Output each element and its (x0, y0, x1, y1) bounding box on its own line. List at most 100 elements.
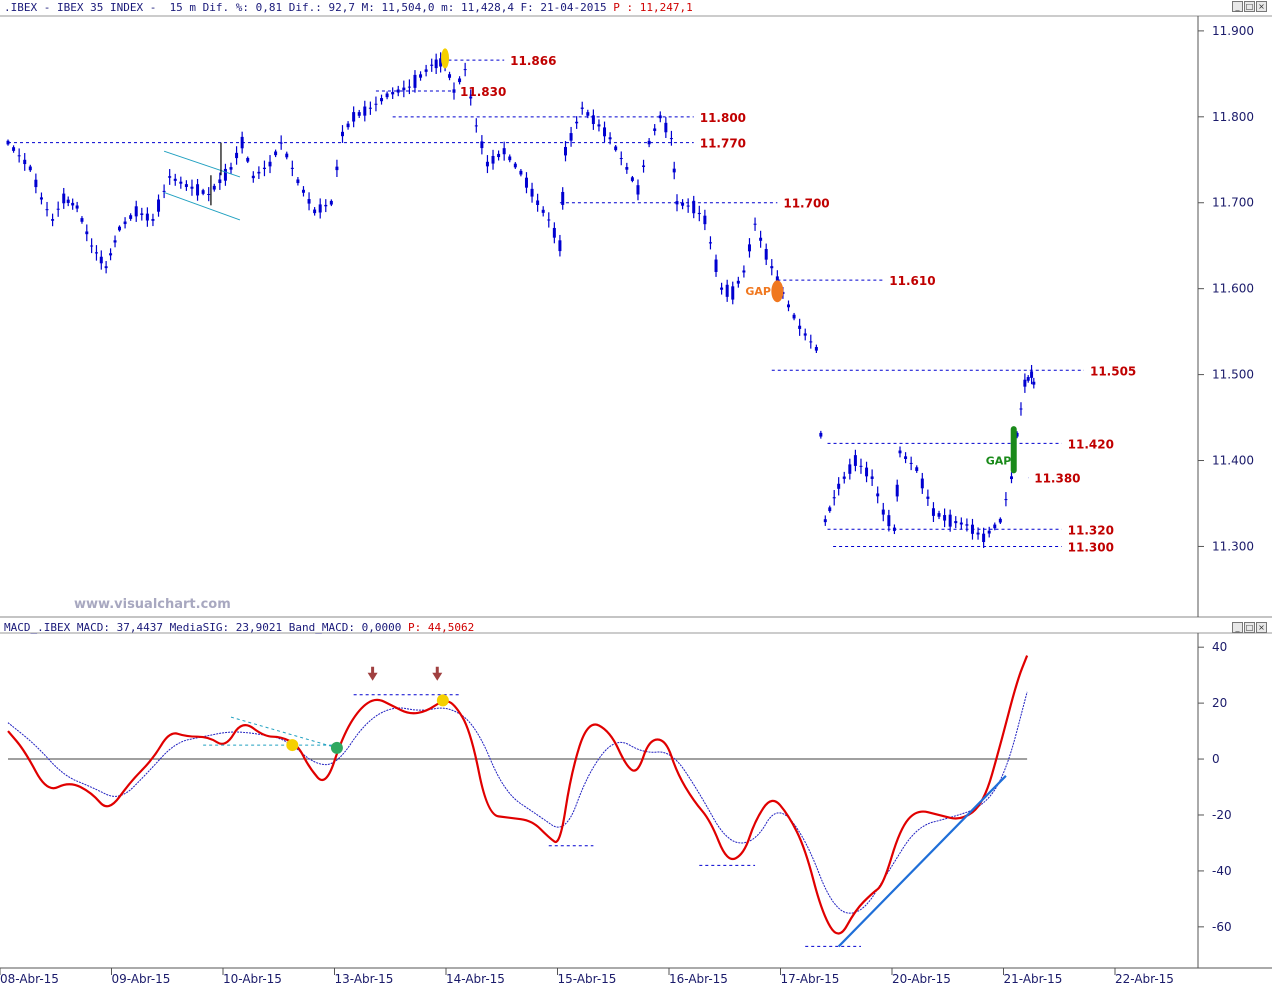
candle-body (313, 209, 317, 214)
candle-body (747, 244, 751, 252)
candle-body (497, 153, 501, 158)
candle-body (625, 167, 629, 170)
candle-body (168, 176, 172, 178)
candle-body (6, 140, 10, 145)
candle-body (251, 175, 255, 179)
candle-body (931, 508, 935, 516)
candle-body (502, 148, 506, 155)
candle-body (335, 166, 339, 171)
minimize-button[interactable]: _ (1232, 1, 1243, 12)
candle-body (832, 497, 836, 499)
candle-body (1019, 408, 1023, 410)
candle-body (268, 161, 272, 167)
candle-body (731, 286, 735, 300)
candle-body (179, 181, 183, 184)
price-axis-label: 11.700 (1212, 196, 1254, 210)
gap-down-label: GAP (745, 285, 771, 298)
candle-body (207, 193, 211, 195)
candle-body (448, 74, 452, 78)
candle-body (954, 521, 958, 524)
candle-body (714, 259, 718, 272)
candle-body (865, 467, 869, 477)
level-label: 11.300 (1068, 540, 1114, 554)
time-axis-label: 08-Abr-15 (0, 972, 59, 986)
candle-body (279, 142, 283, 144)
candle-body (109, 253, 113, 256)
macd-axis-label: -40 (1212, 864, 1232, 878)
candle-body (469, 96, 473, 99)
candle-body (764, 248, 768, 260)
candle-body (547, 219, 551, 221)
level-label: 11.830 (460, 85, 506, 99)
candle-body (396, 89, 400, 93)
candle-body (80, 218, 84, 222)
candle-body (898, 450, 902, 454)
macd-close-button[interactable]: × (1256, 622, 1267, 633)
candle-body (374, 103, 378, 105)
candle-body (1026, 377, 1030, 381)
candle-body (1015, 432, 1019, 437)
time-axis-label: 17-Abr-15 (781, 972, 840, 986)
price-pane-buttons: _ □ × (1232, 1, 1267, 12)
candle-body (474, 125, 478, 127)
candle-body (775, 276, 779, 284)
candle-body (407, 86, 411, 88)
candle-body (28, 166, 32, 171)
candle-body (190, 186, 194, 189)
candle-body (66, 199, 70, 203)
candle-body (218, 179, 222, 184)
macd-axis-label: 40 (1212, 640, 1227, 654)
candle-body (162, 190, 166, 192)
level-label: 11.800 (700, 111, 746, 125)
candle-body (430, 64, 434, 66)
candle-body (491, 155, 495, 164)
candle-body (915, 467, 919, 471)
candle-body (608, 137, 612, 140)
candle-body (561, 191, 565, 205)
candle-body (240, 136, 244, 149)
macd-line (7, 655, 1029, 935)
candle-body (257, 171, 261, 174)
down-arrow-icon (432, 666, 443, 681)
candle-body (759, 237, 763, 241)
price-header: .IBEX - IBEX 35 INDEX - 15 m Dif. %: 0,8… (4, 1, 693, 14)
candle-body (480, 141, 484, 149)
candle-body (85, 231, 89, 235)
down-arrow-icon (367, 666, 378, 681)
candle-body (324, 204, 328, 207)
candle-body (887, 515, 891, 527)
candle-body (742, 270, 746, 273)
candle-body (39, 197, 43, 200)
candle-body (876, 493, 880, 497)
candle-body (296, 179, 300, 184)
candle-body (452, 89, 456, 93)
candle-body (1032, 381, 1036, 385)
candle-body (434, 59, 438, 69)
candle-body (329, 200, 333, 205)
time-axis-label: 20-Abr-15 (892, 972, 951, 986)
maximize-button[interactable]: □ (1244, 1, 1255, 12)
candle-body (619, 158, 623, 160)
candle-body (513, 163, 517, 168)
candle-body (17, 155, 21, 157)
candle-body (290, 167, 294, 169)
macd-minimize-button[interactable]: _ (1232, 622, 1243, 633)
candle-body (658, 115, 662, 119)
candle-body (145, 213, 149, 221)
top-highlight (441, 48, 450, 69)
candle-body (976, 532, 980, 535)
candle-body (184, 184, 188, 187)
candle-body (753, 223, 757, 225)
level-label: 11.700 (783, 197, 829, 211)
candle-body (363, 106, 367, 116)
candle-body (982, 533, 986, 543)
candle-body (708, 242, 712, 244)
close-button[interactable]: × (1256, 1, 1267, 12)
price-header-p: P : 11,247,1 (606, 1, 693, 14)
candle-body (970, 524, 974, 534)
time-axis-label: 13-Abr-15 (335, 972, 394, 986)
candle-body (301, 189, 305, 193)
macd-maximize-button[interactable]: □ (1244, 622, 1255, 633)
